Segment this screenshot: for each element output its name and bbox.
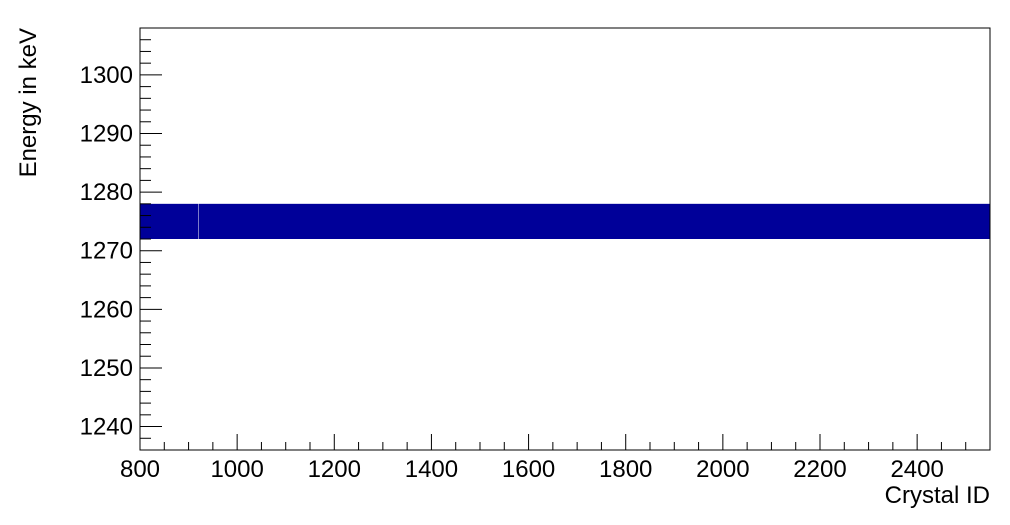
- y-tick-label: 1290: [80, 121, 133, 148]
- y-axis-label: Energy in keV: [15, 28, 42, 177]
- x-axis-label: Crystal ID: [885, 482, 990, 509]
- x-tick-label: 800: [120, 456, 160, 483]
- data-bands: [140, 203, 990, 239]
- x-tick-label: 1200: [308, 456, 361, 483]
- x-axis-tick-labels: 800 1000 1200 1400 1600 1800 2000 2200 2400: [120, 456, 944, 483]
- x-tick-label: 2400: [890, 456, 943, 483]
- data-band-0: [140, 203, 199, 239]
- y-tick-label: 1270: [80, 238, 133, 265]
- x-tick-label: 1600: [502, 456, 555, 483]
- x-axis-ticks: [139, 434, 991, 450]
- y-axis-ticks: [140, 27, 162, 451]
- x-tick-label: 2200: [793, 456, 846, 483]
- y-tick-label: 1250: [80, 355, 133, 382]
- y-tick-label: 1240: [80, 414, 133, 441]
- y-tick-label: 1260: [80, 296, 133, 323]
- y-tick-label: 1300: [80, 62, 133, 89]
- x-tick-label: 1400: [405, 456, 458, 483]
- y-tick-label: 1280: [80, 179, 133, 206]
- y-axis-tick-labels: 1240 1250 1260 1270 1280 1290 1300: [80, 62, 133, 441]
- x-tick-label: 1000: [210, 456, 263, 483]
- x-tick-label: 1800: [599, 456, 652, 483]
- x-tick-label: 2000: [696, 456, 749, 483]
- data-band-1: [198, 203, 990, 239]
